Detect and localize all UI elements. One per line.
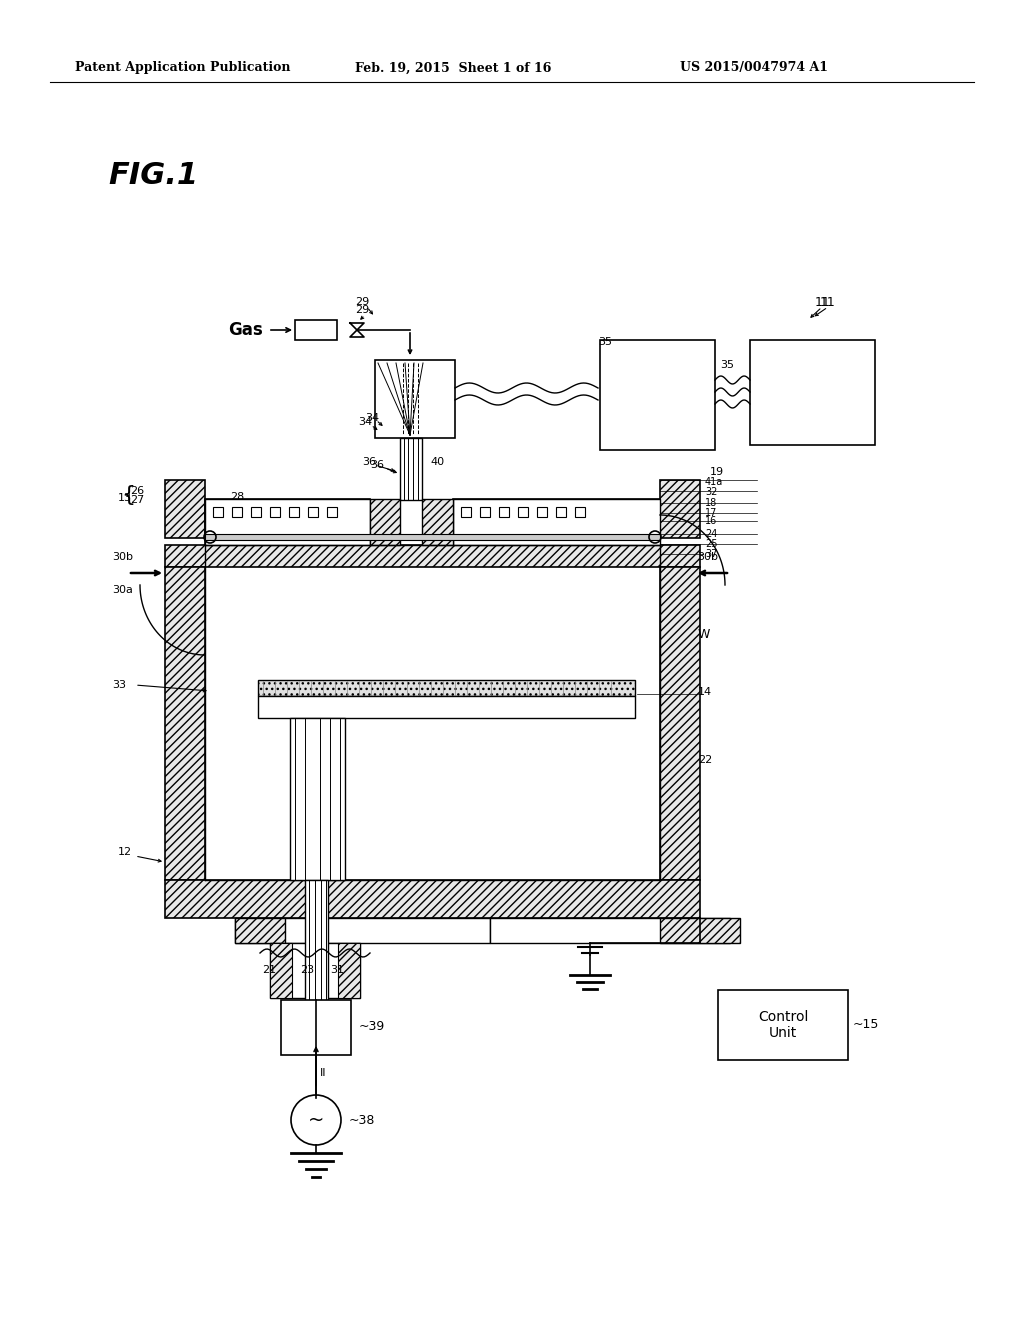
Bar (234, 917, 285, 942)
Text: ~39: ~39 (359, 1020, 385, 1034)
Bar (205, 535, 660, 540)
Text: 25: 25 (705, 539, 718, 549)
Bar (234, 917, 490, 942)
Text: 30a: 30a (112, 585, 133, 595)
Text: 40: 40 (430, 457, 444, 467)
Text: 32: 32 (705, 487, 718, 498)
Text: 34: 34 (358, 417, 372, 426)
Text: FIG.1: FIG.1 (108, 161, 198, 190)
Text: 37: 37 (705, 549, 718, 558)
Bar (165, 545, 700, 568)
Bar (660, 917, 740, 942)
Text: 18: 18 (705, 498, 717, 508)
Text: II: II (319, 1068, 327, 1078)
Bar (270, 942, 292, 998)
Text: 13: 13 (118, 492, 132, 503)
Text: Patent Application Publication: Patent Application Publication (75, 62, 291, 74)
Bar (575, 507, 585, 517)
Text: Gas: Gas (228, 321, 263, 339)
Bar (165, 480, 205, 539)
Text: 31: 31 (330, 965, 344, 975)
Bar (453, 499, 660, 545)
Bar (750, 341, 874, 445)
Text: 36: 36 (362, 457, 376, 467)
Text: W: W (698, 628, 711, 642)
Bar (327, 507, 337, 517)
Bar (270, 942, 360, 998)
Bar (490, 917, 730, 942)
Text: US 2015/0047974 A1: US 2015/0047974 A1 (680, 62, 828, 74)
Bar (295, 319, 337, 341)
Text: Control
Unit: Control Unit (758, 1010, 808, 1040)
Bar (251, 507, 261, 517)
Text: {: { (121, 484, 135, 506)
Bar (518, 507, 528, 517)
Text: 30b: 30b (112, 552, 133, 562)
Bar (258, 696, 635, 718)
Bar (205, 499, 370, 545)
Bar (461, 507, 471, 517)
Text: 41a: 41a (705, 477, 723, 487)
Text: 35: 35 (720, 360, 734, 370)
Text: 11: 11 (820, 296, 836, 309)
Text: 29: 29 (355, 297, 370, 308)
Text: 26: 26 (130, 486, 144, 496)
Text: 34: 34 (365, 413, 379, 422)
Bar (537, 507, 547, 517)
Text: 29: 29 (355, 305, 370, 315)
Bar (480, 507, 490, 517)
Text: 30b: 30b (697, 552, 718, 562)
Bar (660, 480, 700, 539)
Text: ~: ~ (308, 1110, 325, 1130)
Text: 16: 16 (705, 516, 717, 525)
Text: 33: 33 (112, 680, 126, 690)
Text: 11: 11 (815, 296, 830, 309)
Bar (600, 341, 715, 450)
Text: 28: 28 (230, 492, 245, 502)
Bar (205, 499, 370, 545)
Text: Feb. 19, 2015  Sheet 1 of 16: Feb. 19, 2015 Sheet 1 of 16 (355, 62, 551, 74)
Bar (370, 499, 400, 545)
Text: 19: 19 (710, 467, 724, 477)
Bar (270, 507, 280, 517)
Bar (338, 942, 360, 998)
Bar (213, 507, 223, 517)
Bar (305, 880, 328, 1038)
Text: 14: 14 (698, 686, 712, 697)
Text: 17: 17 (705, 508, 718, 517)
Bar (232, 507, 242, 517)
Text: 27: 27 (130, 495, 144, 506)
Bar (290, 718, 345, 880)
Bar (422, 499, 453, 545)
Bar (453, 499, 660, 545)
Bar (289, 507, 299, 517)
Text: 36: 36 (370, 459, 384, 470)
Text: 35: 35 (598, 337, 612, 347)
Bar (556, 507, 566, 517)
Text: 21: 21 (262, 965, 276, 975)
Bar (718, 990, 848, 1060)
Text: 24: 24 (705, 529, 718, 539)
Text: ~15: ~15 (853, 1019, 880, 1031)
Text: ~38: ~38 (349, 1114, 376, 1126)
Bar (375, 360, 455, 438)
Bar (308, 507, 318, 517)
Text: 23: 23 (300, 965, 314, 975)
Bar (400, 438, 422, 500)
Text: 22: 22 (698, 755, 713, 766)
Bar (281, 1001, 351, 1055)
Text: 12: 12 (118, 847, 132, 857)
Bar (165, 880, 700, 917)
Bar (258, 680, 635, 696)
Bar (165, 568, 205, 880)
Bar (499, 507, 509, 517)
Bar (660, 568, 700, 880)
